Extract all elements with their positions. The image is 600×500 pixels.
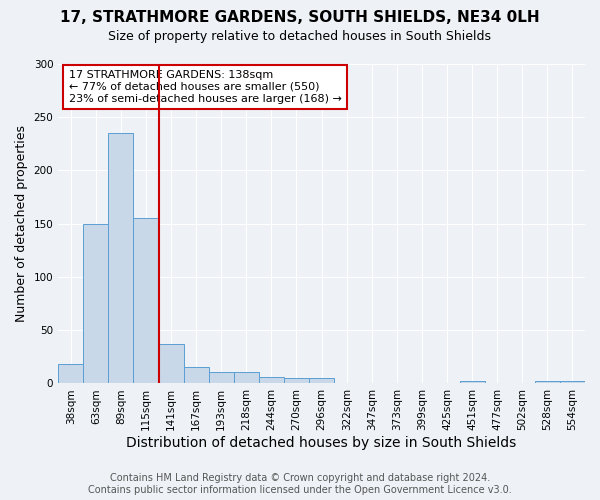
Text: Contains HM Land Registry data © Crown copyright and database right 2024.
Contai: Contains HM Land Registry data © Crown c… — [88, 474, 512, 495]
Bar — [309, 378, 334, 384]
Y-axis label: Number of detached properties: Number of detached properties — [15, 125, 28, 322]
Bar — [109, 133, 133, 384]
Bar — [284, 378, 309, 384]
Bar — [158, 344, 184, 384]
Bar — [209, 372, 234, 384]
Bar — [560, 382, 585, 384]
Text: 17, STRATHMORE GARDENS, SOUTH SHIELDS, NE34 0LH: 17, STRATHMORE GARDENS, SOUTH SHIELDS, N… — [60, 10, 540, 25]
Bar — [83, 224, 109, 384]
Bar — [259, 377, 284, 384]
Bar — [460, 382, 485, 384]
X-axis label: Distribution of detached houses by size in South Shields: Distribution of detached houses by size … — [127, 436, 517, 450]
Bar — [133, 218, 158, 384]
Bar — [58, 364, 83, 384]
Bar — [535, 382, 560, 384]
Bar — [234, 372, 259, 384]
Text: Size of property relative to detached houses in South Shields: Size of property relative to detached ho… — [109, 30, 491, 43]
Bar — [184, 368, 209, 384]
Text: 17 STRATHMORE GARDENS: 138sqm
← 77% of detached houses are smaller (550)
23% of : 17 STRATHMORE GARDENS: 138sqm ← 77% of d… — [69, 70, 341, 104]
